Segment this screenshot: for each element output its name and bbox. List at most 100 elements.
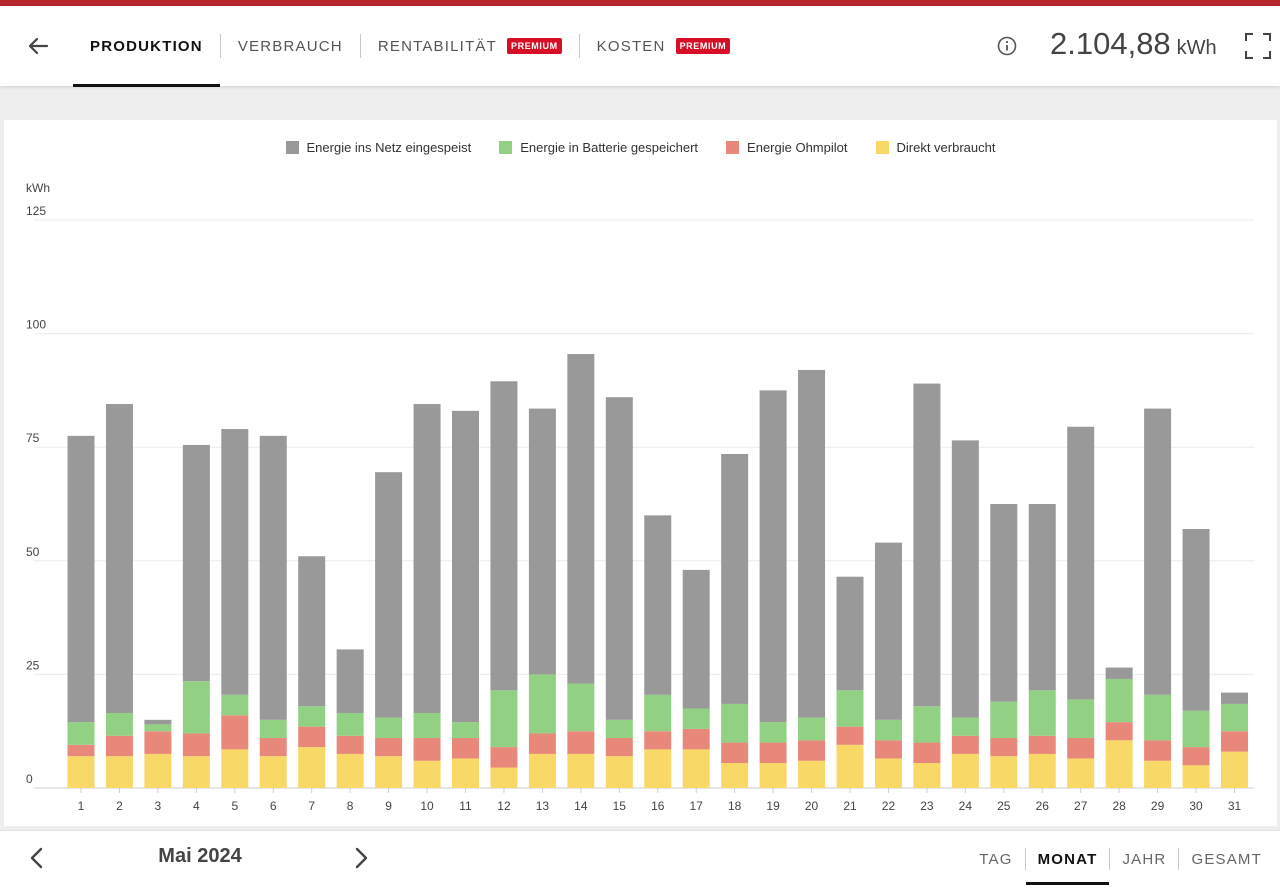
bar-segment[interactable]: [682, 569, 710, 709]
legend-item-direkt[interactable]: Direkt verbraucht: [875, 140, 995, 155]
bar-segment[interactable]: [605, 738, 633, 757]
bar-segment[interactable]: [375, 717, 403, 739]
bar-segment[interactable]: [798, 740, 826, 761]
bar-segment[interactable]: [721, 742, 749, 764]
bar-segment[interactable]: [913, 383, 941, 707]
bar-segment[interactable]: [990, 756, 1018, 788]
bar-segment[interactable]: [221, 715, 249, 750]
tab-rentabilitaet[interactable]: RENTABILITÄT PREMIUM: [361, 6, 579, 86]
bar-segment[interactable]: [144, 731, 172, 754]
bar-segment[interactable]: [490, 381, 518, 691]
bar-segment[interactable]: [182, 444, 210, 682]
bar-segment[interactable]: [1144, 760, 1172, 788]
bar-segment[interactable]: [452, 722, 479, 739]
bar-segment[interactable]: [1182, 710, 1210, 748]
bar-segment[interactable]: [490, 690, 518, 748]
chevron-left-icon[interactable]: [22, 843, 52, 873]
bar-segment[interactable]: [182, 756, 210, 788]
bar-segment[interactable]: [913, 763, 941, 788]
bar-segment[interactable]: [567, 731, 595, 754]
bar-segment[interactable]: [951, 735, 979, 754]
bar-segment[interactable]: [951, 753, 979, 788]
bar-segment[interactable]: [105, 756, 133, 788]
bar-segment[interactable]: [375, 472, 403, 718]
bar-segment[interactable]: [759, 390, 787, 723]
bar-segment[interactable]: [452, 738, 479, 759]
bar-segment[interactable]: [375, 756, 403, 788]
bar-segment[interactable]: [336, 649, 364, 714]
bar-segment[interactable]: [182, 681, 210, 734]
bar-segment[interactable]: [1144, 694, 1172, 741]
bar-segment[interactable]: [951, 440, 979, 718]
bar-segment[interactable]: [682, 728, 710, 750]
bar-segment[interactable]: [605, 756, 633, 788]
bar-segment[interactable]: [221, 429, 249, 695]
bar-segment[interactable]: [259, 738, 287, 757]
bar-segment[interactable]: [336, 753, 364, 788]
bar-segment[interactable]: [528, 408, 556, 675]
bar-segment[interactable]: [874, 719, 902, 741]
bar-segment[interactable]: [1105, 667, 1133, 679]
bar-segment[interactable]: [721, 763, 749, 788]
fullscreen-icon[interactable]: [1244, 32, 1272, 60]
bar-segment[interactable]: [452, 758, 479, 788]
period-jahr[interactable]: JAHR: [1110, 831, 1178, 887]
bar-segment[interactable]: [1028, 504, 1056, 691]
period-tag[interactable]: TAG: [967, 831, 1024, 887]
bar-segment[interactable]: [144, 753, 172, 788]
bar-segment[interactable]: [874, 542, 902, 720]
tab-verbrauch[interactable]: VERBRAUCH: [221, 6, 360, 86]
bar-segment[interactable]: [105, 713, 133, 736]
bar-segment[interactable]: [874, 758, 902, 788]
bar-segment[interactable]: [528, 674, 556, 734]
bar-segment[interactable]: [1182, 528, 1210, 711]
bar-segment[interactable]: [1067, 426, 1095, 700]
bar-segment[interactable]: [528, 753, 556, 788]
bar-segment[interactable]: [452, 410, 479, 723]
bar-segment[interactable]: [298, 726, 326, 748]
legend-item-netz[interactable]: Energie ins Netz eingespeist: [285, 140, 471, 155]
legend-item-ohmpilot[interactable]: Energie Ohmpilot: [726, 140, 848, 155]
bar-segment[interactable]: [759, 722, 787, 743]
bar-segment[interactable]: [1028, 753, 1056, 788]
bar-segment[interactable]: [798, 369, 826, 718]
bar-segment[interactable]: [836, 576, 864, 691]
bar-segment[interactable]: [1221, 751, 1248, 788]
bar-segment[interactable]: [567, 753, 595, 788]
bar-segment[interactable]: [375, 738, 403, 757]
bar-segment[interactable]: [1105, 740, 1133, 788]
bar-segment[interactable]: [182, 733, 210, 757]
arrow-left-icon[interactable]: [22, 30, 54, 62]
bar-segment[interactable]: [836, 744, 864, 788]
bar-segment[interactable]: [490, 747, 518, 768]
bar-segment[interactable]: [413, 738, 441, 761]
bar-segment[interactable]: [798, 760, 826, 788]
bar-segment[interactable]: [490, 767, 518, 788]
bar-segment[interactable]: [1067, 758, 1095, 788]
bar-segment[interactable]: [1144, 740, 1172, 761]
bar-segment[interactable]: [682, 749, 710, 788]
bar-segment[interactable]: [721, 454, 749, 704]
bar-segment[interactable]: [1105, 678, 1133, 723]
bar-segment[interactable]: [221, 694, 249, 716]
bar-segment[interactable]: [644, 731, 672, 750]
bar-segment[interactable]: [259, 435, 287, 720]
bar-segment[interactable]: [567, 683, 595, 732]
bar-segment[interactable]: [567, 354, 595, 684]
bar-segment[interactable]: [605, 397, 633, 720]
period-gesamt[interactable]: GESAMT: [1179, 831, 1274, 887]
bar-segment[interactable]: [298, 556, 326, 707]
bar-segment[interactable]: [413, 713, 441, 739]
bar-segment[interactable]: [913, 742, 941, 764]
bar-segment[interactable]: [990, 701, 1018, 739]
info-icon[interactable]: [996, 35, 1018, 57]
bar-segment[interactable]: [67, 722, 95, 745]
bar-segment[interactable]: [336, 713, 364, 736]
bar-segment[interactable]: [990, 504, 1018, 702]
bar-segment[interactable]: [105, 735, 133, 757]
bar-segment[interactable]: [413, 404, 441, 714]
bar-segment[interactable]: [682, 708, 710, 729]
bar-segment[interactable]: [413, 760, 441, 788]
bar-segment[interactable]: [644, 749, 672, 788]
bar-segment[interactable]: [67, 435, 95, 723]
